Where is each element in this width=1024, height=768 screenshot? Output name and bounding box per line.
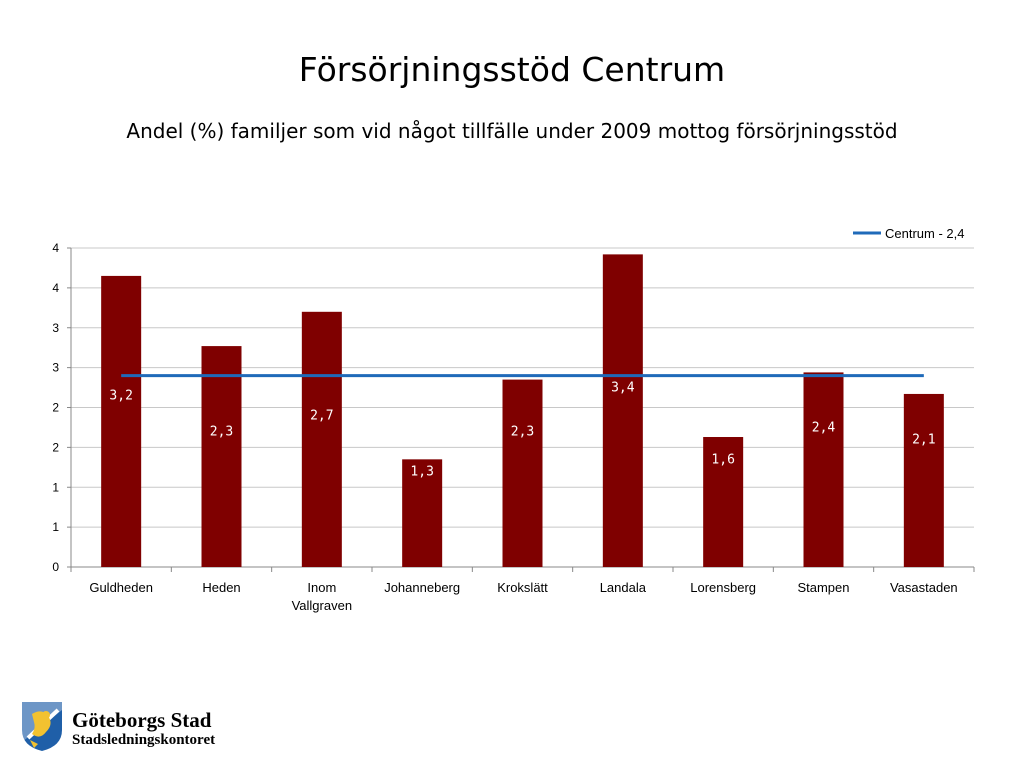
bar	[803, 372, 844, 567]
x-tick-label: Heden	[202, 580, 240, 595]
y-tick-label: 4	[52, 241, 59, 255]
x-tick-label: Johanneberg	[384, 580, 460, 595]
bar	[502, 379, 543, 567]
chart-title: Försörjningsstöd Centrum	[298, 50, 726, 89]
legend-entry: Centrum - 2,4	[885, 226, 964, 241]
bar	[201, 346, 242, 567]
bar	[301, 311, 342, 567]
bar	[101, 275, 142, 567]
y-tick-label: 1	[52, 520, 59, 534]
bar	[703, 437, 744, 567]
data-label: 1,3	[410, 464, 433, 479]
logo-department: Stadsledningskontoret	[72, 732, 216, 748]
data-label: 2,3	[511, 424, 534, 439]
data-label: 2,1	[912, 432, 935, 447]
data-label: 2,7	[310, 408, 333, 423]
data-label: 3,4	[611, 381, 635, 396]
x-tick-label: Krokslätt	[497, 580, 548, 595]
x-tick-label: Guldheden	[89, 580, 153, 595]
city-emblem-icon	[22, 702, 62, 751]
y-tick-label: 2	[52, 401, 59, 415]
logo-name: Göteborgs Stad	[72, 708, 212, 732]
data-label: 3,2	[109, 389, 132, 404]
x-tick-label: Stampen	[797, 580, 849, 595]
chart-subtitle: Andel (%) familjer som vid något tillfäl…	[126, 119, 898, 143]
y-tick-label: 3	[52, 321, 59, 335]
data-label: 1,6	[711, 452, 734, 467]
y-tick-label: 0	[52, 560, 59, 574]
y-tick-label: 1	[52, 480, 59, 494]
x-tick-label: Inom	[307, 580, 336, 595]
x-tick-label: Vallgraven	[292, 598, 352, 613]
data-label: 2,4	[812, 420, 836, 435]
bar	[402, 459, 443, 567]
y-tick-label: 3	[52, 361, 59, 375]
bar	[602, 254, 643, 567]
y-tick-label: 4	[52, 281, 59, 295]
y-tick-label: 2	[52, 440, 59, 454]
logo: Göteborgs Stad Stadsledningskontoret	[20, 700, 260, 756]
x-tick-label: Landala	[600, 580, 647, 595]
x-tick-label: Lorensberg	[690, 580, 756, 595]
data-label: 2,3	[210, 424, 233, 439]
bar	[903, 393, 944, 567]
x-tick-label: Vasastaden	[890, 580, 958, 595]
